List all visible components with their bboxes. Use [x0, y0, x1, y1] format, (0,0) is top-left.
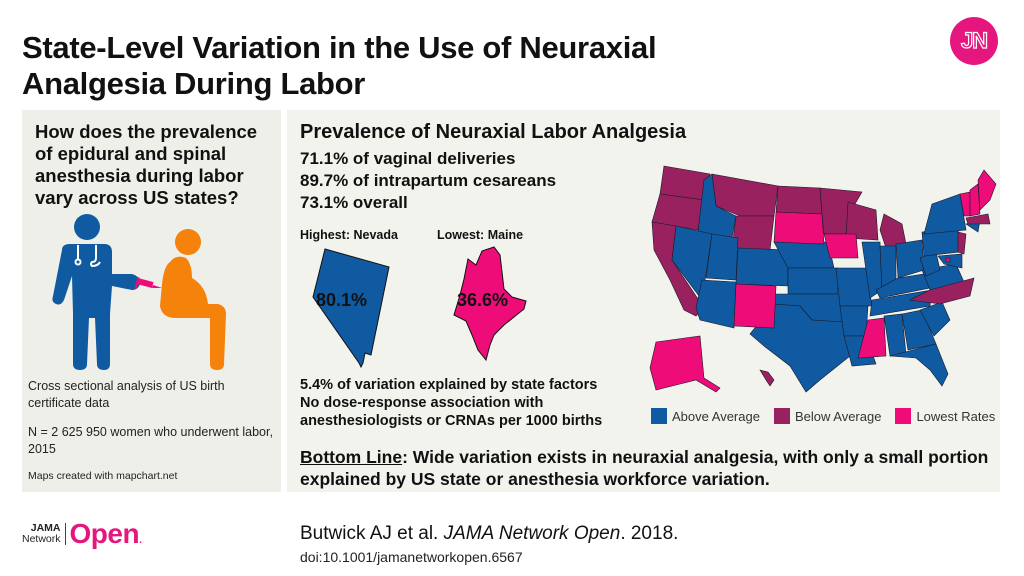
epidural-illustration — [52, 214, 226, 370]
state-new-york — [923, 193, 967, 235]
legend-label: Lowest Rates — [916, 408, 996, 424]
state-south-carolina — [919, 301, 951, 337]
state-iowa — [823, 233, 859, 259]
state-texas — [749, 303, 851, 393]
page-title: State-Level Variation in the Use of Neur… — [22, 30, 722, 102]
state-dc — [945, 257, 951, 263]
state-kansas — [787, 267, 839, 295]
patient-icon — [160, 229, 226, 370]
jn-logo-text: JN — [960, 27, 988, 53]
maine-value: 36.6% — [457, 290, 509, 310]
state-utah — [705, 233, 739, 281]
state-new-hampshire — [969, 183, 981, 217]
highest-state-label: Highest: Nevada — [300, 228, 398, 242]
us-choropleth-map — [649, 165, 997, 393]
state-massachusetts — [965, 213, 991, 225]
citation: Butwick AJ et al. JAMA Network Open. 201… — [300, 523, 678, 545]
state-wyoming — [731, 215, 775, 251]
state-arkansas — [839, 305, 869, 337]
state-arizona — [695, 279, 737, 329]
doi: doi:10.1001/jamanetworkopen.6567 — [300, 549, 523, 565]
jama-network-wordmark: JAMA Network — [22, 523, 66, 545]
prevalence-title: Prevalence of Neuraxial Labor Analgesia — [300, 121, 687, 143]
open-text: Open — [69, 518, 140, 549]
legend-lowest-rates: Lowest Rates — [895, 408, 995, 424]
lowest-state-label: Lowest: Maine — [437, 228, 524, 242]
title-line-2: Analgesia During Labor — [22, 66, 366, 101]
below-average-swatch-icon — [773, 408, 790, 424]
state-wisconsin — [845, 201, 879, 241]
state-new-mexico — [733, 283, 777, 329]
nevada-value: 80.1% — [316, 290, 368, 310]
jama-network-open-logo: JAMA Network Open. — [22, 518, 142, 550]
clinician-icon — [52, 214, 140, 370]
citation-authors: Butwick AJ et al. — [300, 523, 444, 544]
state-south-dakota — [773, 211, 825, 245]
citation-year: . 2018. — [620, 523, 679, 544]
state-north-dakota — [775, 185, 823, 215]
map-credit: Maps created with mapchart.net — [28, 470, 178, 482]
key-question: How does the prevalence of epidural and … — [35, 121, 258, 208]
stat-cesarean: 89.7% of intrapartum cesareans — [300, 171, 557, 190]
lowest-rates-swatch-icon — [895, 408, 912, 424]
state-hawaii — [759, 369, 775, 387]
sample-size: N = 2 625 950 women who underwent labor,… — [28, 425, 273, 456]
state-maine — [977, 169, 997, 211]
state-alabama — [883, 313, 907, 357]
stat-overall: 73.1% overall — [300, 193, 408, 212]
state-new-jersey — [957, 231, 967, 255]
nevada-shape — [312, 248, 390, 369]
syringe-icon — [134, 276, 162, 290]
above-average-swatch-icon — [651, 408, 667, 424]
stethoscope-icon — [74, 245, 101, 268]
map-legend: Above Average Below Average Lowest Rates — [651, 408, 995, 424]
state-mississippi — [857, 317, 887, 359]
finding-2: No dose-response association with — [300, 395, 544, 411]
legend-label: Below Average — [794, 408, 882, 424]
legend-above-average: Above Average — [651, 408, 760, 424]
citation-journal: JAMA Network Open — [443, 523, 621, 544]
finding-3: anesthesiologists or CRNAs per 1000 birt… — [300, 413, 603, 429]
legend-below-average: Below Average — [773, 408, 882, 424]
open-wordmark: Open. — [69, 518, 142, 549]
finding-1: 5.4% of variation explained by state fac… — [300, 377, 598, 393]
right-panel: Prevalence of Neuraxial Labor Analgesia … — [287, 110, 1000, 492]
bottom-line-text: : Wide variation exists in neuraxial ana… — [300, 447, 989, 489]
network-text: Network — [22, 533, 61, 545]
state-alaska — [649, 335, 721, 393]
state-florida — [889, 343, 949, 387]
jn-logo: JN — [950, 17, 998, 65]
stat-vaginal: 71.1% of vaginal deliveries — [300, 149, 516, 168]
maine-shape — [453, 246, 527, 362]
bottom-line: Bottom Line: Wide variation exists in ne… — [300, 446, 990, 490]
title-line-1: State-Level Variation in the Use of Neur… — [22, 30, 657, 65]
study-design: Cross sectional analysis of US birth cer… — [28, 379, 225, 410]
state-north-carolina — [908, 277, 975, 305]
state-ohio — [895, 239, 925, 279]
key-findings: 5.4% of variation explained by state fac… — [300, 376, 602, 430]
legend-label: Above Average — [672, 408, 760, 424]
bottom-line-label: Bottom Line — [300, 447, 403, 467]
left-panel: How does the prevalence of epidural and … — [22, 110, 281, 492]
jama-text: JAMA — [30, 522, 61, 534]
